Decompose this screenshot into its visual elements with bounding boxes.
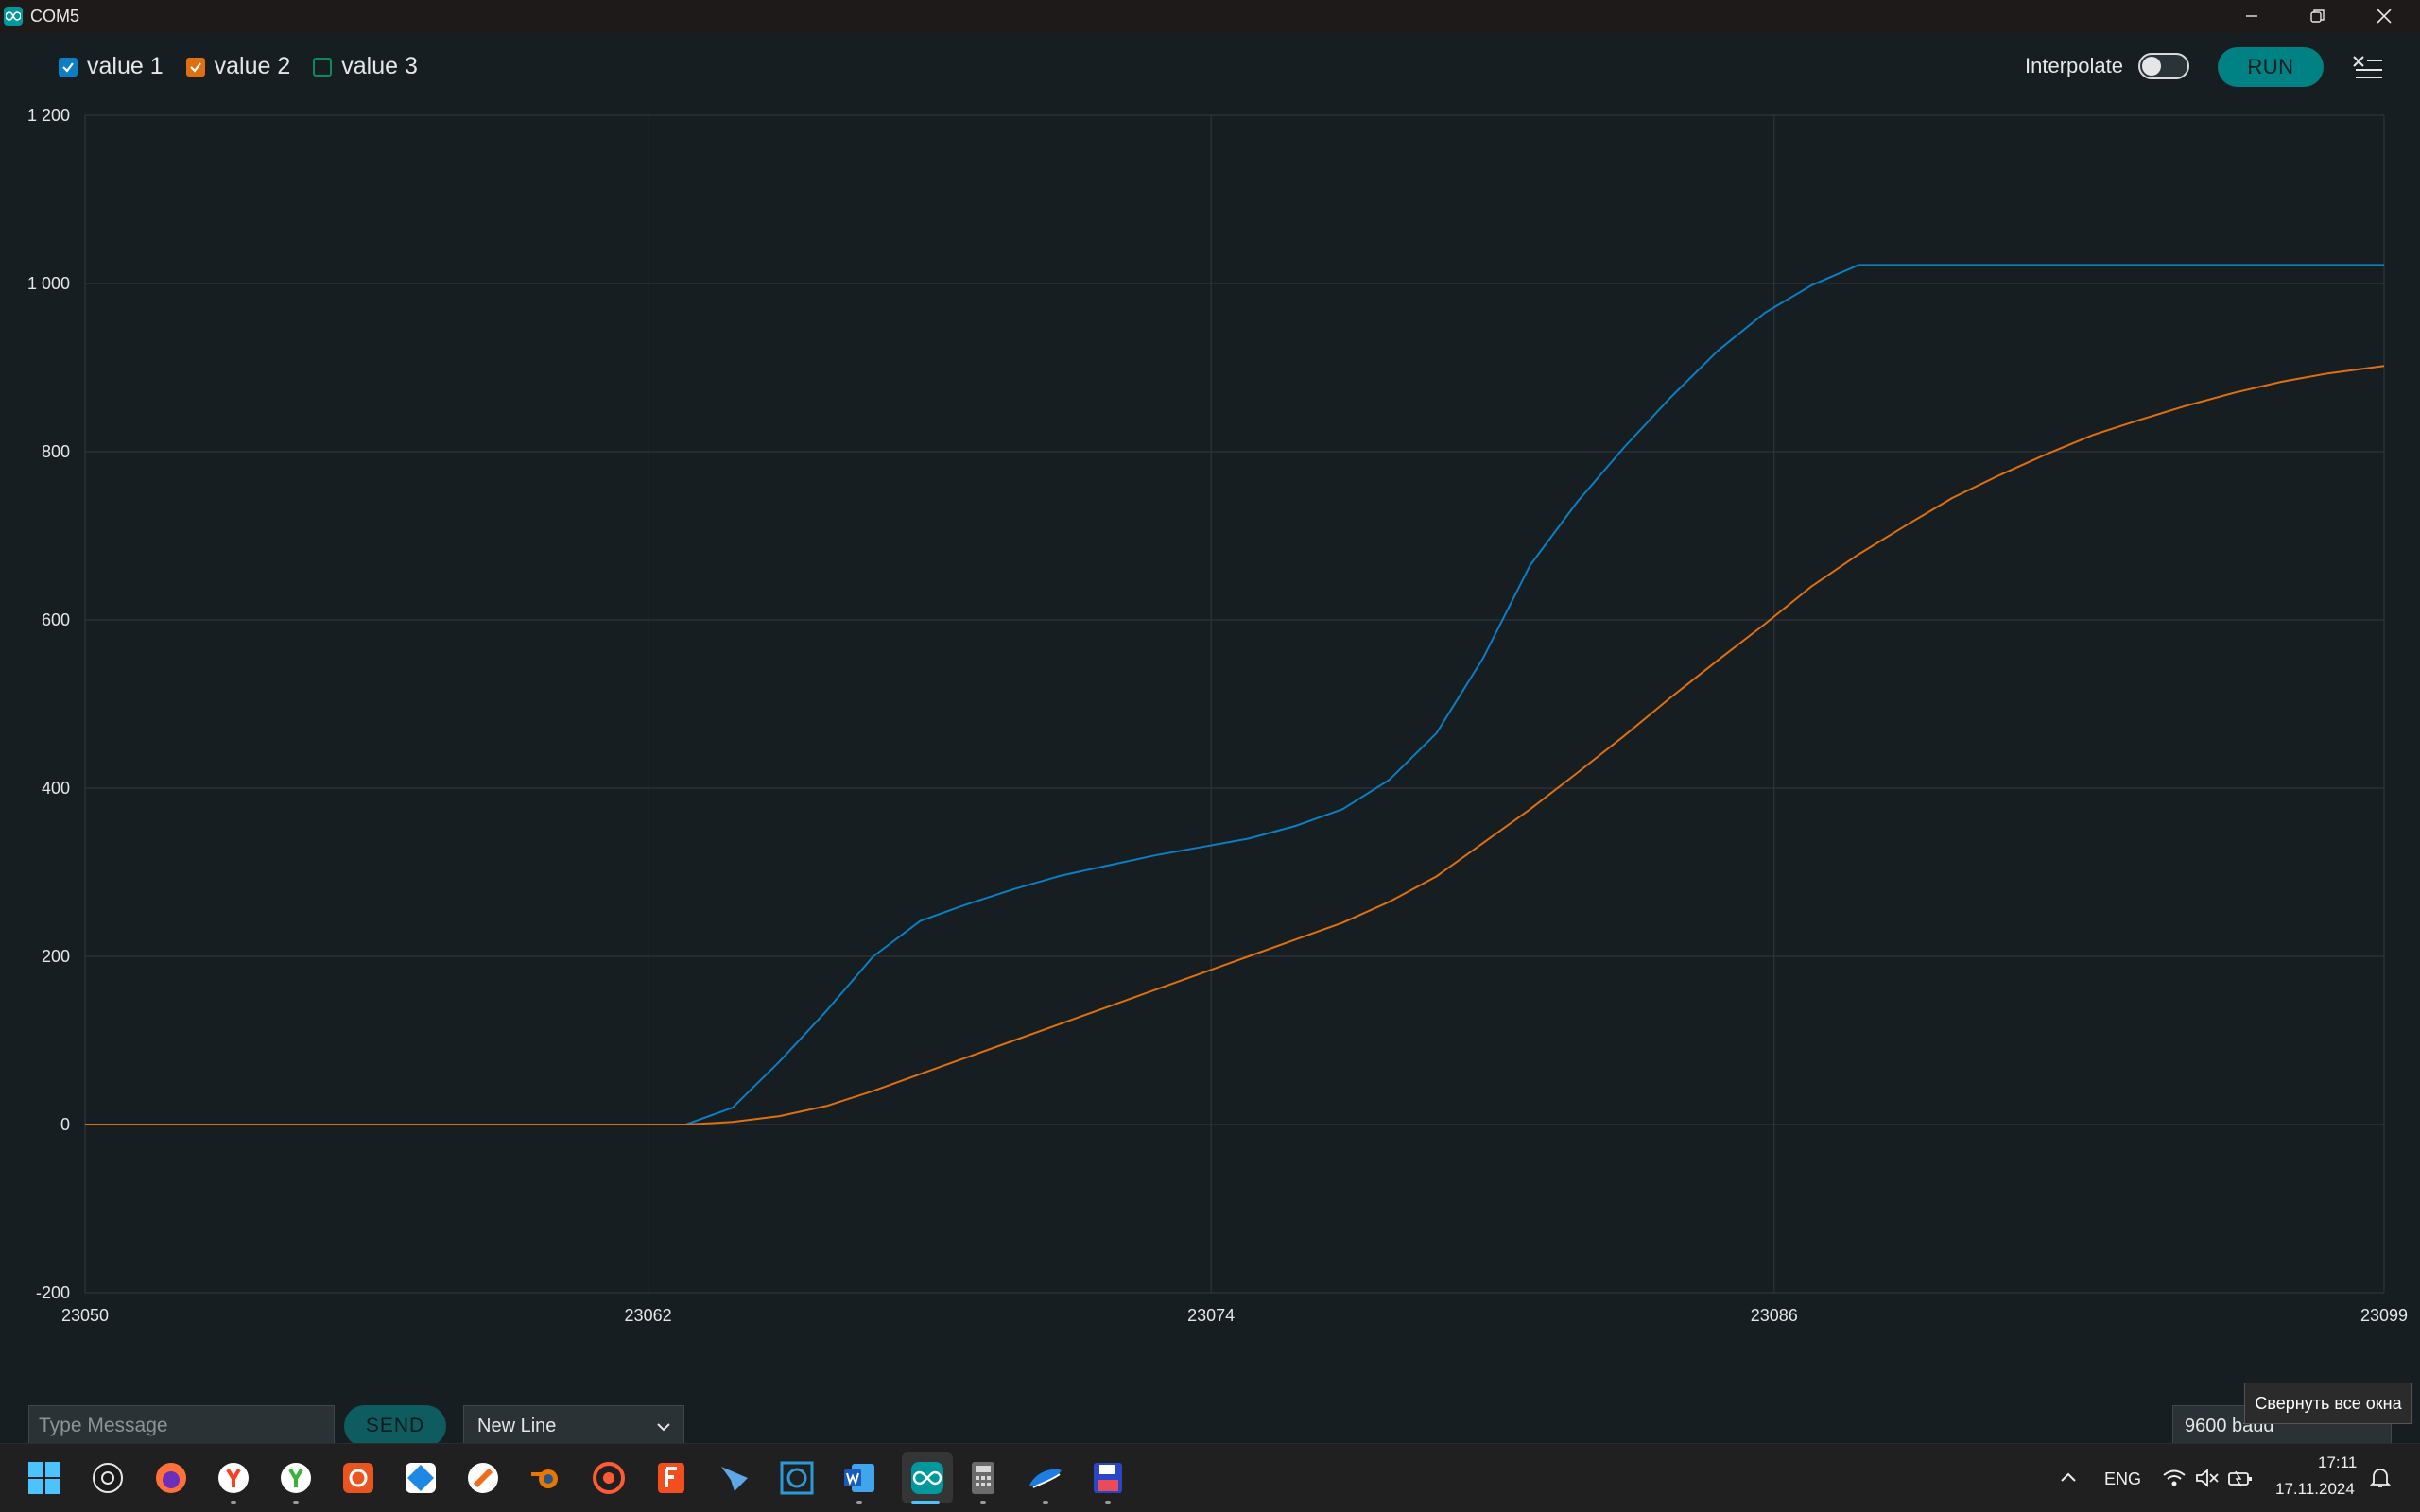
check-icon [189, 61, 201, 73]
interpolate-label: Interpolate [2025, 54, 2123, 77]
chevron-down-icon [657, 1423, 670, 1432]
language-indicator[interactable]: ENG [2104, 1469, 2142, 1488]
blue-diamond-icon[interactable] [402, 1459, 440, 1497]
taskbar: ENG 17:11 17.11.2024 [0, 1443, 2420, 1512]
y-tick-label: 200 [42, 947, 70, 966]
legend: value 1 value 2 value 3 [59, 53, 441, 80]
interpolate-toggle[interactable] [2137, 53, 2189, 79]
checkbox-value-1[interactable] [59, 57, 78, 77]
x-tick-label: 23050 [61, 1306, 109, 1325]
active-indicator [911, 1501, 940, 1504]
clock-time[interactable]: 17:11 [2318, 1453, 2358, 1471]
running-indicator [293, 1501, 299, 1504]
obs-icon[interactable] [89, 1459, 127, 1497]
blender-icon[interactable] [527, 1459, 565, 1497]
chevron-up-icon[interactable] [2049, 1459, 2087, 1497]
calculator-icon[interactable] [964, 1459, 1002, 1497]
figma-icon[interactable] [652, 1459, 690, 1497]
y-tick-label: 1 000 [27, 274, 70, 293]
line-ending-value: New Line [477, 1415, 557, 1436]
legend-item-value-3[interactable]: value 3 [313, 53, 418, 80]
running-indicator [980, 1501, 986, 1504]
cloud-icon[interactable] [1027, 1459, 1064, 1497]
y-app-icon[interactable] [277, 1459, 315, 1497]
y-tick-label: 0 [60, 1115, 70, 1134]
kite-icon[interactable] [716, 1459, 753, 1497]
legend-label-value-2: value 2 [214, 53, 291, 79]
blender-orange-icon[interactable] [464, 1459, 502, 1497]
toggle-knob [2141, 57, 2161, 76]
ubuntu-icon[interactable] [339, 1459, 377, 1497]
x-tick-label: 23099 [2360, 1306, 2408, 1325]
series-line-2 [85, 365, 2385, 1125]
running-indicator [1043, 1501, 1048, 1504]
arduino-icon[interactable] [902, 1452, 953, 1503]
running-indicator [231, 1501, 236, 1504]
y-tick-label: 800 [42, 442, 70, 461]
battery-icon[interactable] [2221, 1459, 2259, 1497]
series-line-1 [85, 264, 2384, 1125]
legend-label-value-3: value 3 [341, 53, 418, 79]
firefox-icon[interactable] [152, 1459, 190, 1497]
send-bar: SEND New Line 9600 baud [0, 1393, 2420, 1475]
serial-plotter: 1 200 1 000 800 600 400 200 0 -200 23050 23062 230… [0, 32, 2420, 1447]
interpolate-control: Interpolate [2025, 53, 2189, 79]
running-indicator [1105, 1501, 1111, 1504]
wifi-icon[interactable] [2155, 1459, 2193, 1497]
plot-chart: 1 200 1 000 800 600 400 200 0 -200 23050 23062 230… [27, 106, 2408, 1325]
save-app-icon[interactable] [1089, 1459, 1127, 1497]
checkbox-value-3[interactable] [313, 57, 333, 77]
running-indicator [856, 1501, 862, 1504]
speaker-muted-icon[interactable] [2188, 1459, 2226, 1497]
bell-icon[interactable] [2361, 1459, 2399, 1497]
ksp-icon[interactable] [778, 1459, 816, 1497]
y-tick-label: 400 [42, 779, 70, 798]
clear-list-icon[interactable] [2352, 51, 2384, 83]
minimize-icon[interactable] [2220, 0, 2284, 32]
run-button[interactable]: RUN [2218, 47, 2324, 87]
message-input[interactable] [28, 1405, 335, 1447]
windows-start-icon[interactable] [26, 1459, 63, 1497]
word-icon[interactable] [840, 1459, 878, 1497]
show-desktop-tooltip: Свернуть все окна [2244, 1383, 2412, 1424]
title-bar: COM5 [0, 0, 2420, 32]
y-tick-label: 600 [42, 610, 70, 629]
clock-date[interactable]: 17.11.2024 [2275, 1480, 2355, 1498]
arduino-app-icon [4, 7, 23, 26]
line-ending-select[interactable]: New Line [463, 1405, 684, 1447]
window-title: COM5 [30, 7, 80, 26]
yandex-browser-icon[interactable] [215, 1459, 252, 1497]
restore-icon[interactable] [2286, 0, 2350, 32]
y-tick-label: -200 [36, 1283, 70, 1302]
checkbox-value-2[interactable] [185, 57, 205, 77]
check-icon [62, 61, 74, 73]
legend-item-value-2[interactable]: value 2 [185, 53, 291, 80]
legend-item-value-1[interactable]: value 1 [59, 53, 164, 80]
legend-label-value-1: value 1 [87, 53, 164, 79]
x-tick-label: 23074 [1187, 1306, 1235, 1325]
x-tick-label: 23062 [625, 1306, 672, 1325]
close-icon[interactable] [2352, 0, 2416, 32]
y-tick-label: 1 200 [27, 106, 70, 125]
gear-app-icon[interactable] [590, 1459, 628, 1497]
x-tick-label: 23086 [1751, 1306, 1798, 1325]
send-button[interactable]: SEND [344, 1405, 446, 1447]
